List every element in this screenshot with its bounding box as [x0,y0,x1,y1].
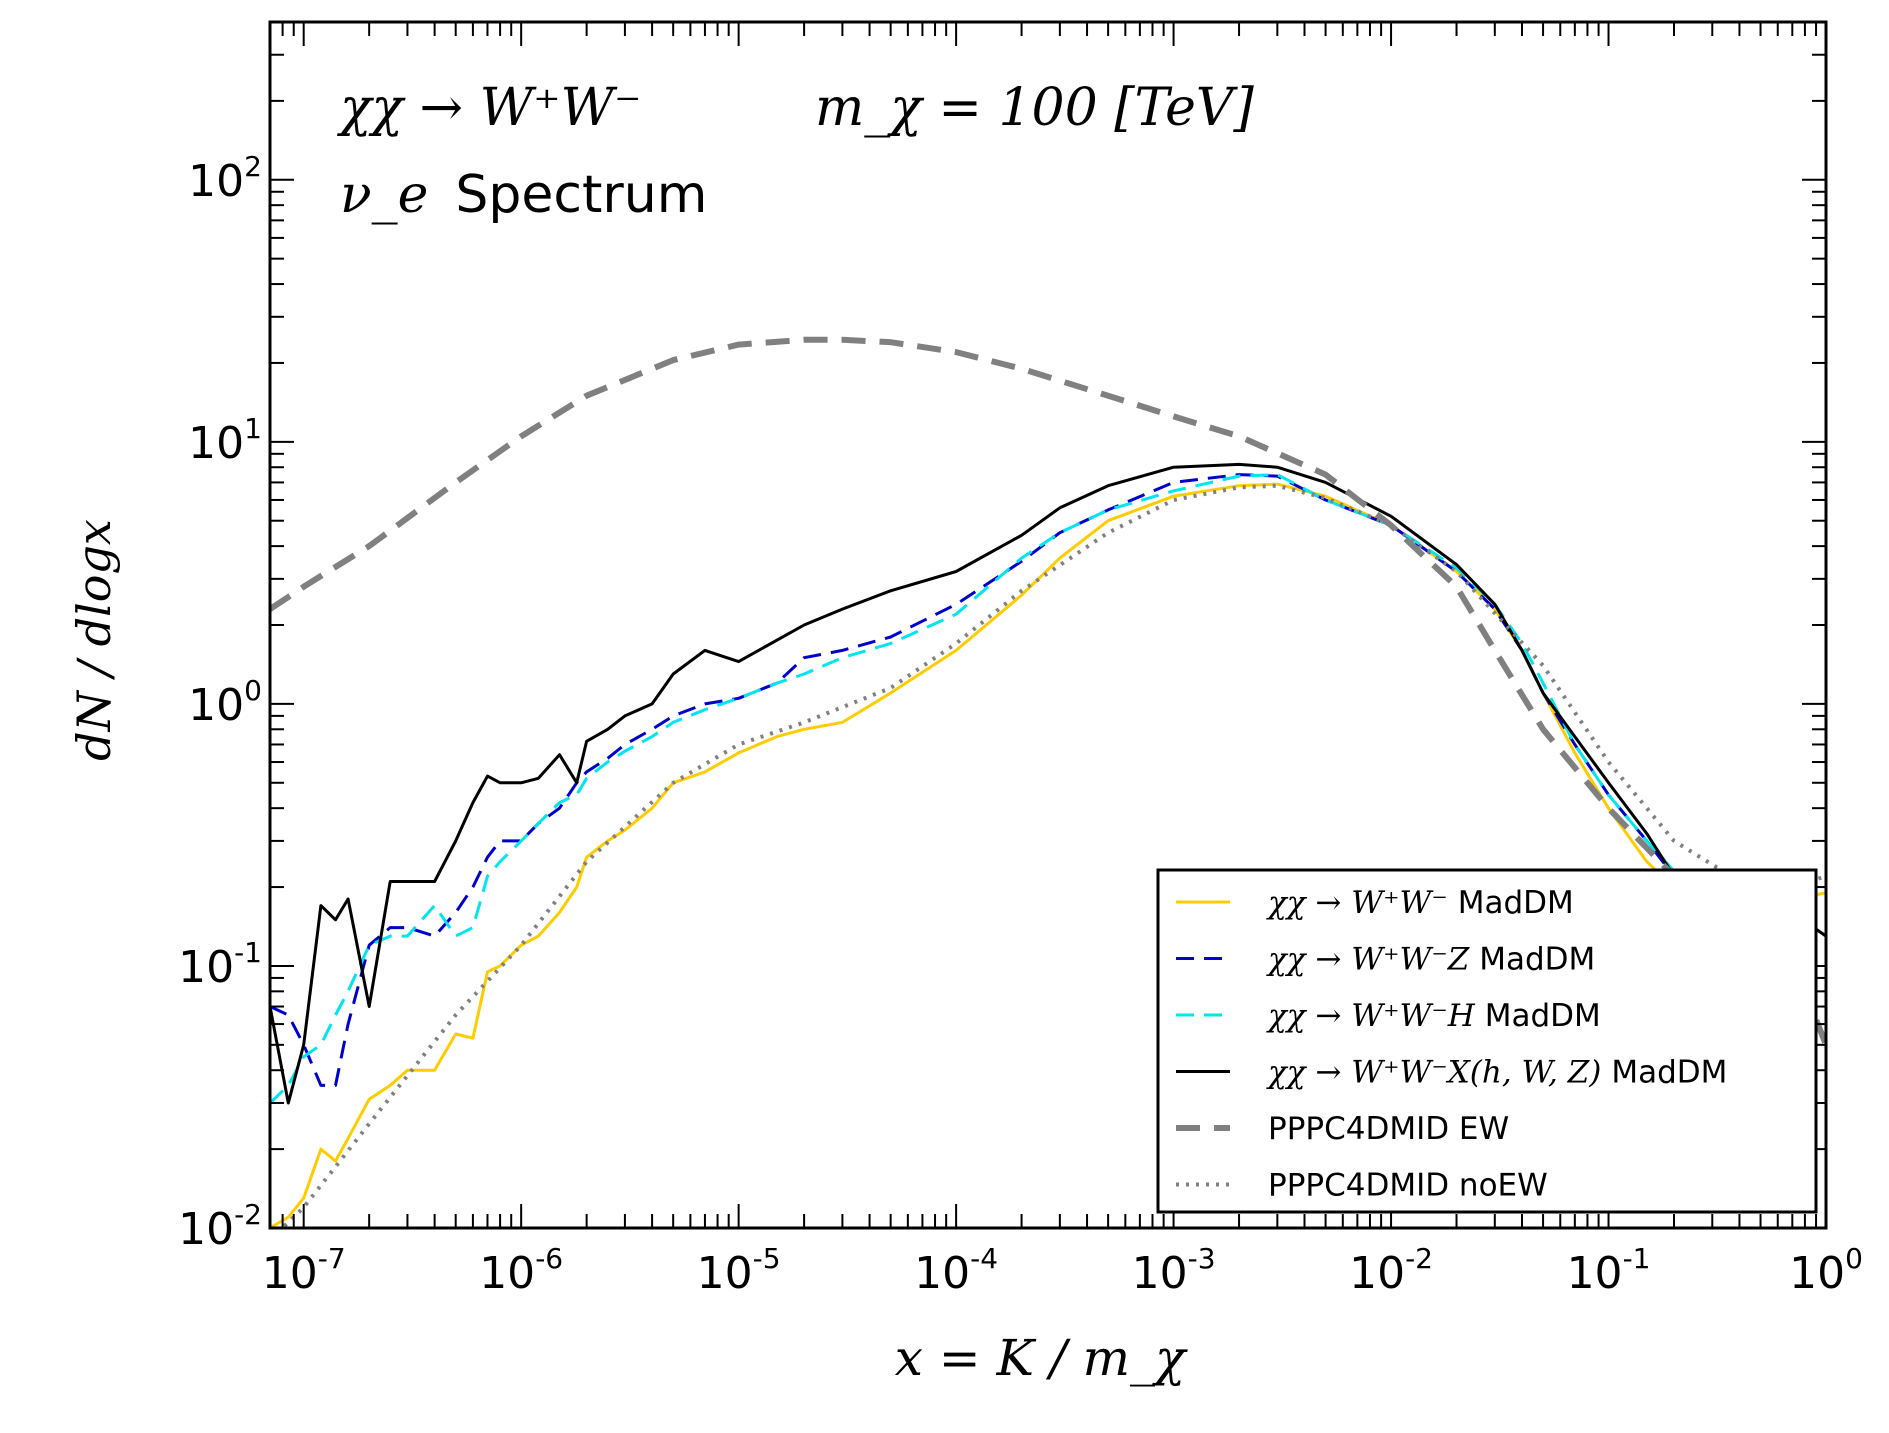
x-tick-label: 10-3 [1132,1242,1216,1299]
legend-label-2: χχ → W⁺W⁻H MadDM [1266,998,1601,1034]
legend-label-tag: MadDM [1458,885,1574,921]
y-tick-label-exp: -2 [234,1198,262,1231]
title-particle-text: ν_e [340,165,428,225]
x-tick-label-exp: -6 [535,1242,563,1275]
x-tick-label-exp: -5 [753,1242,781,1275]
legend-label-math: χχ → W⁺W⁻Z [1266,942,1470,978]
title-mass: m_χ = 100 [TeV] [815,78,1254,138]
x-tick-label-exp: 0 [1845,1242,1863,1275]
legend-label-1: χχ → W⁺W⁻Z MadDM [1266,942,1595,978]
y-tick-label-base: 10 [188,156,244,207]
legend-label-math: χχ → W⁺W⁻H [1266,998,1476,1034]
x-tick-label: 10-4 [914,1242,998,1299]
series-line-4 [270,336,1826,1046]
x-tick-label-base: 10 [1567,1248,1623,1299]
y-tick-label-base: 10 [178,942,234,993]
x-tick-label-base: 10 [262,1248,318,1299]
x-tick-label: 100 [1789,1242,1863,1299]
x-tick-label-base: 10 [1349,1248,1405,1299]
legend-label-tag: MadDM [1479,942,1595,978]
y-tick-label: 10-2 [178,1198,262,1255]
x-tick-label-exp: -3 [1188,1242,1216,1275]
x-axis-label: x = K / m_χ [895,1329,1188,1387]
x-tick-label-base: 10 [1132,1248,1188,1299]
y-tick-label-base: 10 [188,418,244,469]
title-spectrum-word: Spectrum [455,165,707,225]
series-line-1 [270,473,1713,1087]
legend-box [1156,868,1818,1214]
y-tick-label-exp: 0 [244,674,262,707]
y-tick-label: 100 [188,674,262,731]
legend-label-5: PPPC4DMID noEW [1268,1168,1548,1204]
x-tick-label-base: 10 [914,1248,970,1299]
x-axis-label-text: x = K / m_χ [895,1329,1188,1387]
series-layer [270,336,1826,1228]
x-tick-label-exp: -7 [318,1242,346,1275]
y-tick-label-exp: -1 [234,936,262,969]
x-tick-label-base: 10 [1789,1248,1845,1299]
y-tick-label-base: 10 [188,680,244,731]
y-axis-label: dN / dlogx [67,519,121,761]
y-tick-label-base: 10 [178,1204,234,1255]
x-tick-label-base: 10 [479,1248,535,1299]
y-tick-label: 101 [188,412,262,469]
title-particle: ν_e Spectrum [340,165,707,225]
legend-label-0: χχ → W⁺W⁻ MadDM [1266,885,1574,921]
x-tick-label: 10-6 [479,1242,563,1299]
y-tick-label: 10-1 [178,936,262,993]
x-tick-label-exp: -2 [1405,1242,1433,1275]
legend-label-math: χχ → W⁺W⁻X(h, W, Z) [1266,1055,1601,1091]
series-line-3 [270,462,1826,1105]
tick-label-layer: 10-7 10-6 10-5 10-4 10-3 10-2 10-1 10010-210-11… [178,150,1863,1299]
x-tick-label-base: 10 [697,1248,753,1299]
x-tick-label: 10-5 [697,1242,781,1299]
legend-label-tag: MadDM [1485,998,1601,1034]
y-axis-label-text: dN / dlogx [67,519,121,761]
y-tick-label-exp: 2 [244,150,262,183]
title-mass-text: m_χ = 100 [TeV] [815,78,1254,138]
x-tick-label-exp: -1 [1623,1242,1651,1275]
y-tick-label: 102 [188,150,262,207]
legend-label-4: PPPC4DMID EW [1268,1111,1509,1147]
legend-label-3: χχ → W⁺W⁻X(h, W, Z) MadDM [1266,1055,1727,1091]
title-process-text: χχ → W⁺W⁻ [336,78,641,138]
title-process: χχ → W⁺W⁻ [336,78,641,138]
legend-label-tag: PPPC4DMID EW [1268,1111,1509,1147]
x-tick-label-exp: -4 [970,1242,998,1275]
legend-label-tag: PPPC4DMID noEW [1268,1168,1548,1204]
x-tick-label: 10-7 [262,1242,346,1299]
legend-label-math: χχ → W⁺W⁻ [1266,885,1448,921]
y-tick-label-exp: 1 [244,412,262,445]
series-line-2 [270,473,1713,1105]
x-tick-label: 10-1 [1567,1242,1651,1299]
x-tick-label: 10-2 [1349,1242,1433,1299]
chart-title: χχ → W⁺W⁻ m_χ = 100 [TeV] ν_e Spectrum [336,78,1254,225]
legend-label-tag: MadDM [1611,1055,1727,1091]
